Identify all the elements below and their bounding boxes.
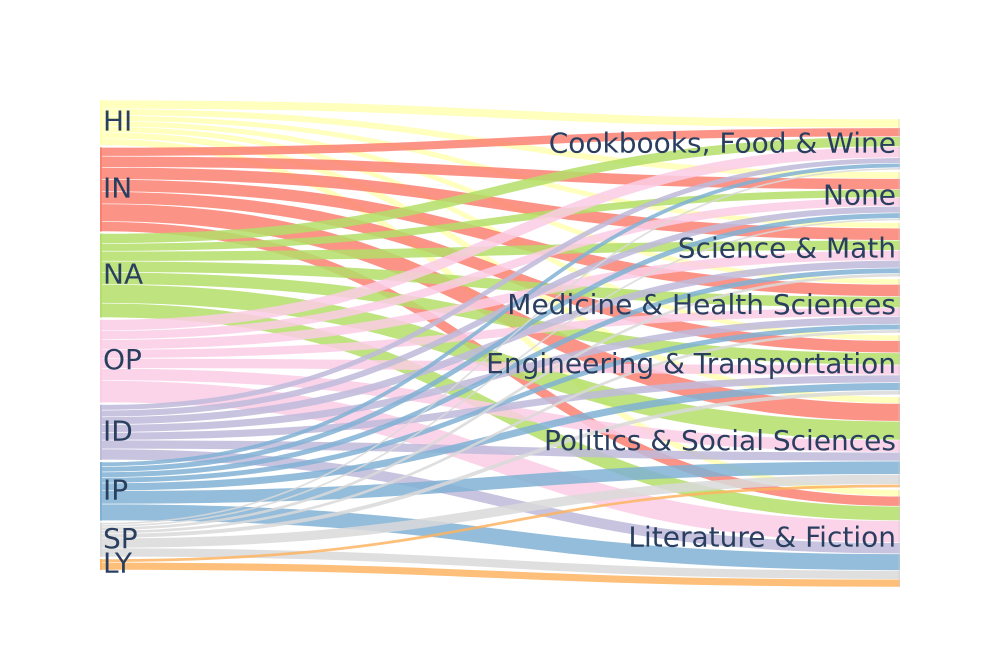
link-sp-to-none[interactable]: [101, 218, 901, 527]
sankey-nodes: [100, 100, 900, 587]
source-node-op[interactable]: [100, 319, 102, 403]
link-ip-to-none[interactable]: [101, 213, 901, 472]
target-label-medicine-and-health-sciences: Medicine & Health Sciences: [507, 288, 896, 321]
link-op-to-engineering-and-transportation[interactable]: [101, 358, 901, 375]
source-node-na[interactable]: [100, 233, 102, 318]
link-na-to-none[interactable]: [101, 189, 901, 251]
link-na-to-cookbooks-food-and-wine[interactable]: [101, 137, 901, 244]
link-op-to-medicine-and-health-sciences[interactable]: [101, 307, 901, 359]
target-label-engineering-and-transportation: Engineering & Transportation: [486, 347, 896, 380]
target-node-medicine-and-health-sciences[interactable]: [898, 278, 900, 334]
link-ly-to-literature-and-fiction[interactable]: [101, 562, 901, 587]
target-label-literature-and-fiction: Literature & Fiction: [628, 520, 896, 553]
source-label-na: NA: [103, 258, 143, 291]
link-ip-to-politics-and-social-sciences[interactable]: [101, 461, 901, 504]
source-node-sp[interactable]: [100, 522, 102, 557]
link-op-to-science-and-math[interactable]: [101, 250, 901, 350]
link-id-to-none[interactable]: [101, 206, 901, 417]
link-op-to-cookbooks-food-and-wine[interactable]: [101, 146, 901, 331]
source-label-ip: IP: [103, 473, 128, 506]
target-label-cookbooks-food-and-wine: Cookbooks, Food & Wine: [549, 126, 896, 159]
link-sp-to-literature-and-fiction[interactable]: [101, 548, 901, 579]
link-sp-to-medicine-and-health-sciences[interactable]: [101, 330, 901, 534]
link-in-to-cookbooks-food-and-wine[interactable]: [101, 128, 901, 156]
target-label-none: None: [823, 178, 896, 211]
source-node-ip[interactable]: [100, 461, 102, 521]
target-label-politics-and-social-sciences: Politics & Social Sciences: [544, 424, 896, 457]
target-node-none[interactable]: [898, 171, 900, 221]
link-sp-to-politics-and-social-sciences[interactable]: [101, 474, 901, 548]
target-label-science-and-math: Science & Math: [678, 232, 896, 265]
source-node-id[interactable]: [100, 404, 102, 460]
target-node-politics-and-social-sciences[interactable]: [898, 396, 900, 488]
link-na-to-engineering-and-transportation[interactable]: [101, 272, 901, 365]
source-label-in: IN: [103, 171, 132, 204]
source-node-in[interactable]: [100, 147, 102, 232]
link-sp-to-engineering-and-transportation[interactable]: [101, 390, 901, 538]
source-label-op: OP: [103, 343, 142, 376]
link-sp-to-cookbooks-food-and-wine[interactable]: [101, 167, 901, 525]
sankey-links: [101, 100, 901, 587]
source-label-hi: HI: [103, 105, 132, 138]
target-node-science-and-math[interactable]: [898, 222, 900, 277]
link-id-to-cookbooks-food-and-wine[interactable]: [101, 158, 901, 410]
link-sp-to-science-and-math[interactable]: [101, 273, 901, 531]
link-ip-to-cookbooks-food-and-wine[interactable]: [101, 163, 901, 467]
link-ip-to-medicine-and-health-sciences[interactable]: [101, 324, 901, 483]
link-ip-to-engineering-and-transportation[interactable]: [101, 382, 901, 491]
source-label-sp: SP: [103, 522, 138, 555]
link-op-to-none[interactable]: [101, 197, 901, 340]
link-ly-to-politics-and-social-sciences[interactable]: [101, 484, 901, 562]
link-na-to-science-and-math[interactable]: [101, 240, 901, 261]
link-id-to-politics-and-social-sciences[interactable]: [101, 440, 901, 461]
source-node-ly[interactable]: [100, 558, 102, 570]
link-hi-to-cookbooks-food-and-wine[interactable]: [101, 100, 901, 128]
source-node-hi[interactable]: [100, 100, 102, 146]
target-node-literature-and-fiction[interactable]: [898, 489, 900, 587]
link-id-to-engineering-and-transportation[interactable]: [101, 375, 901, 440]
source-label-id: ID: [103, 414, 133, 447]
link-id-to-literature-and-fiction[interactable]: [101, 449, 901, 554]
target-node-cookbooks-food-and-wine[interactable]: [898, 119, 900, 170]
target-node-engineering-and-transportation[interactable]: [898, 335, 900, 395]
source-label-ly: LY: [103, 546, 133, 579]
